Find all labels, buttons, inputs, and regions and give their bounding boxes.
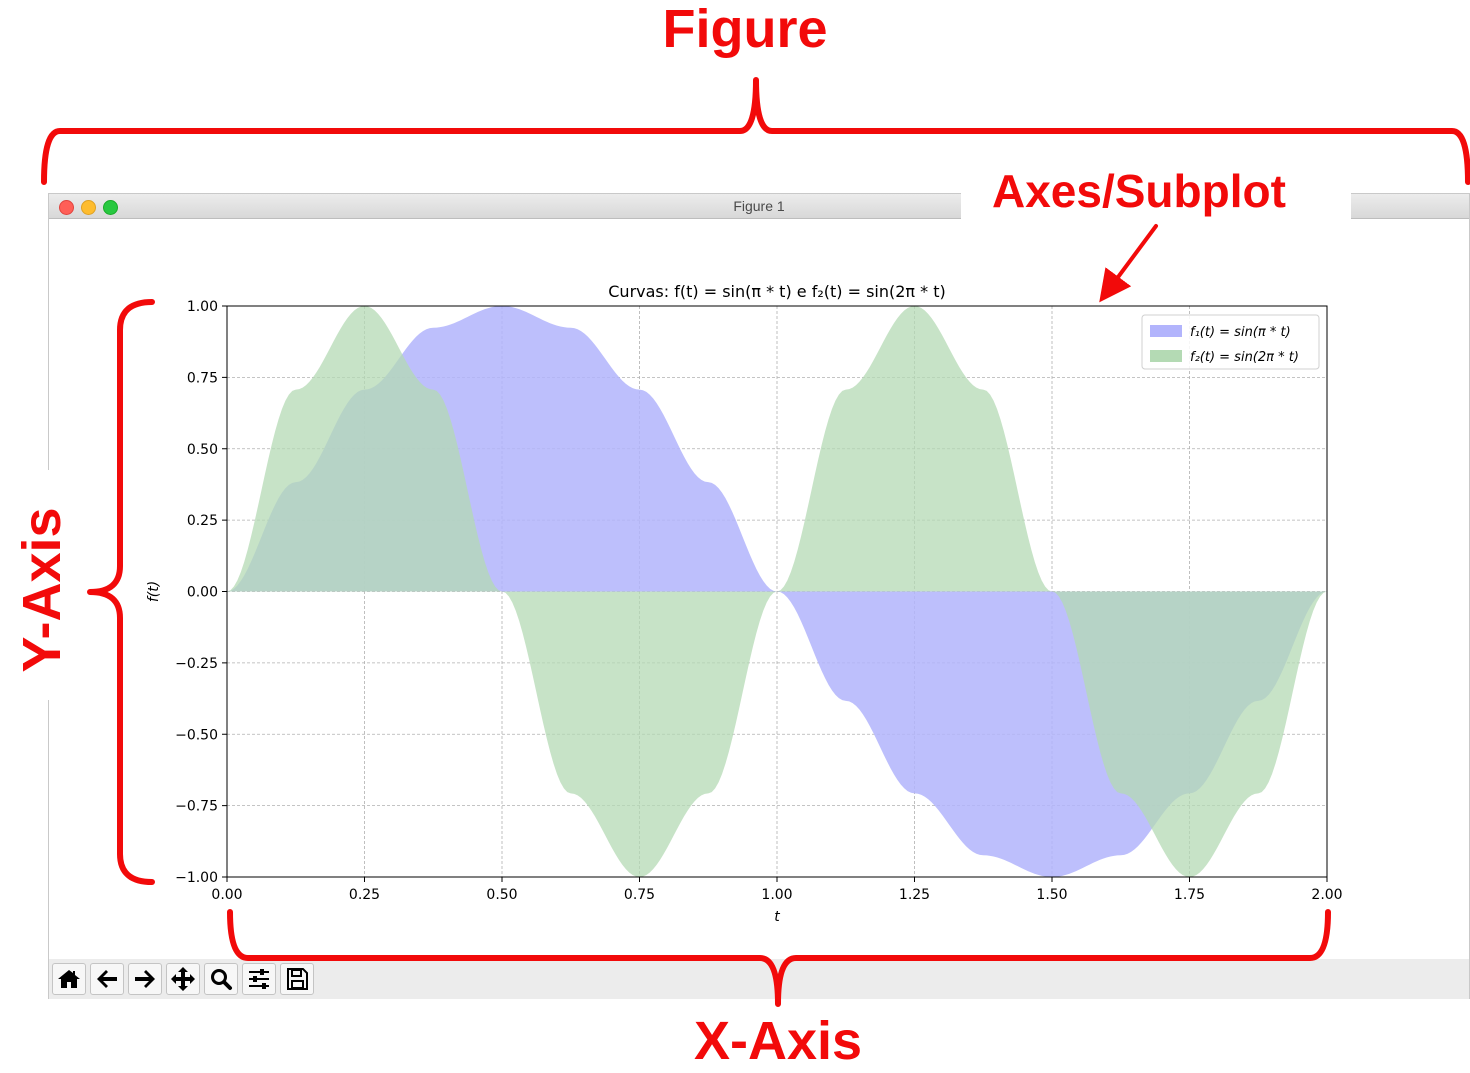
legend-entry-1: f₁(t) = sin(π * t)	[1190, 325, 1291, 340]
axes-annotation: Axes/Subplot	[992, 165, 1286, 217]
search-icon	[211, 969, 232, 990]
x-axis-brace	[227, 909, 1331, 1007]
home-button[interactable]	[52, 963, 86, 995]
window-title: Figure 1	[733, 198, 785, 214]
y-tick-label: 0.75	[187, 370, 218, 386]
y-tick-label: 1.00	[187, 299, 218, 315]
minimize-icon[interactable]	[81, 200, 96, 215]
x-axis-annotation: X-Axis	[693, 1011, 863, 1071]
x-tick-label: 0.75	[624, 887, 655, 903]
y-tick-label: −0.75	[175, 799, 218, 815]
arrow-right-icon	[135, 970, 155, 988]
arrow-left-icon	[97, 970, 117, 988]
legend: f₁(t) = sin(π * t) f₂(t) = sin(2π * t)	[1141, 314, 1320, 370]
axes-arrow	[1099, 224, 1158, 303]
x-tick-label: 1.75	[1174, 887, 1205, 903]
y-tick-label: −0.25	[175, 656, 218, 672]
legend-entry-2: f₂(t) = sin(2π * t)	[1190, 350, 1299, 365]
x-tick-label: 0.00	[211, 887, 242, 903]
x-tick-label: 1.00	[761, 887, 792, 903]
legend-swatch-2	[1150, 350, 1182, 362]
title-bar: Figure 1	[49, 192, 1469, 222]
y-tick-label: 0.00	[187, 585, 218, 601]
forward-button[interactable]	[128, 963, 162, 995]
maximize-icon[interactable]	[103, 200, 118, 215]
legend-box	[1141, 314, 1320, 370]
pan-button[interactable]	[166, 963, 200, 995]
zoom-button[interactable]	[204, 963, 238, 995]
sliders-icon	[249, 969, 269, 989]
annotation-brackets	[41, 77, 1470, 1007]
y-tick-label: −0.50	[175, 727, 218, 743]
axes-subplot: 0.00 0.25 0.50 0.75 1.00 1.25 1.50 1.75 2.00 −1.0…	[146, 282, 1343, 925]
configure-subplots-button[interactable]	[242, 963, 276, 995]
y-axis-brace	[87, 299, 155, 885]
series-2-area	[227, 306, 1327, 877]
y-tick-label: −1.00	[175, 870, 218, 886]
figure-annotation: Figure	[662, 0, 828, 59]
y-axis-annotation: Y-Axis	[12, 507, 72, 673]
x-tick-label: 1.50	[1036, 887, 1067, 903]
y-tick-label: 0.25	[187, 513, 218, 529]
y-axis-label: f(t)	[146, 581, 162, 602]
home-icon	[58, 970, 80, 988]
move-icon	[171, 967, 195, 991]
y-tick-label: 0.50	[187, 442, 218, 458]
close-icon[interactable]	[59, 200, 74, 215]
back-button[interactable]	[90, 963, 124, 995]
figure-brace	[41, 77, 1470, 185]
annotation-backdrop	[961, 192, 1351, 222]
annotation-backdrop	[30, 470, 66, 700]
legend-swatch-1	[1150, 325, 1182, 337]
x-tick-label: 2.00	[1311, 887, 1342, 903]
x-tick-label: 0.50	[486, 887, 517, 903]
floppy-disk-icon	[287, 968, 308, 990]
save-button[interactable]	[280, 963, 314, 995]
navigation-toolbar	[49, 959, 1469, 999]
ticks: 0.00 0.25 0.50 0.75 1.00 1.25 1.50 1.75 2.00 −1.0…	[175, 299, 1342, 903]
x-axis-label: t	[774, 909, 780, 925]
plot-area	[227, 306, 1327, 877]
x-tick-label: 1.25	[899, 887, 930, 903]
x-tick-label: 0.25	[349, 887, 380, 903]
chart-title: Curvas: f(t) = sin(π * t) e f₂(t) = sin(…	[608, 282, 946, 301]
